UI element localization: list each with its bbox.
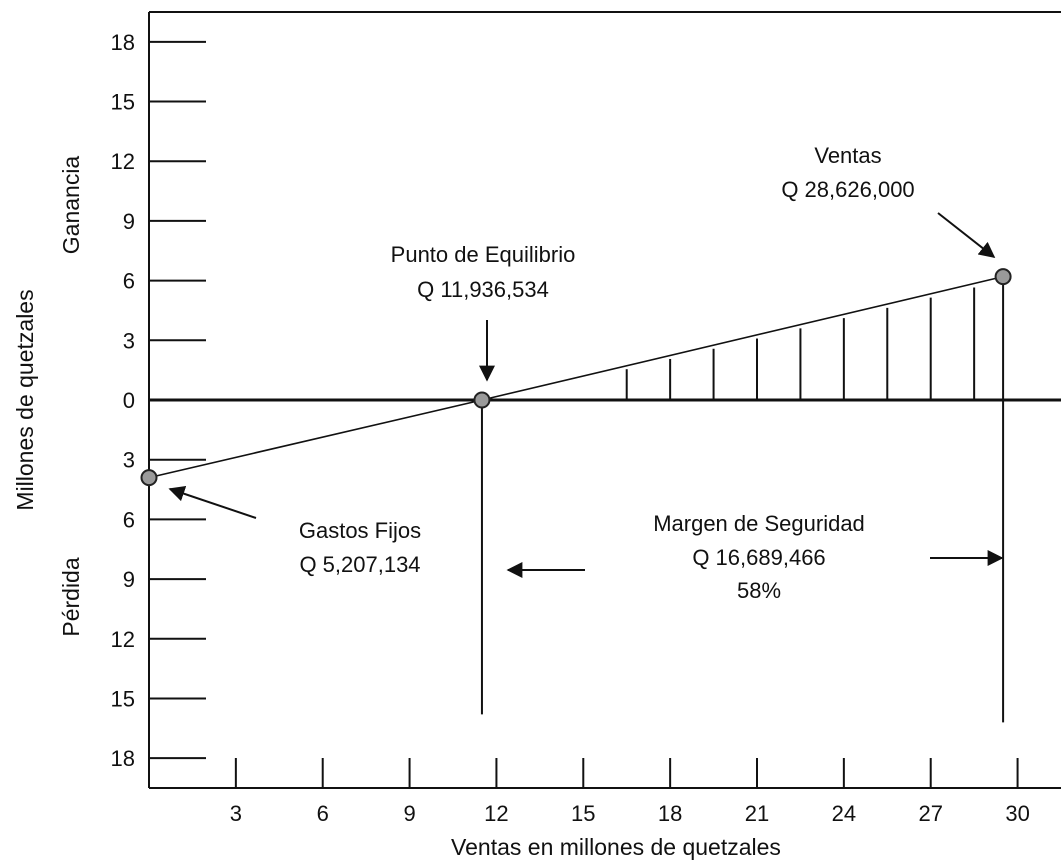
y-tick-label: 6	[123, 269, 135, 294]
arrow-ventas	[937, 212, 996, 258]
key-points	[140, 268, 1012, 487]
y-tick-label: 6	[123, 507, 135, 532]
annot-margen-seguridad-percent: 58%	[737, 578, 781, 603]
x-axis-title: Ventas en millones de quetzales	[451, 834, 781, 860]
x-tick-label: 18	[658, 801, 682, 826]
x-tick-label: 21	[745, 801, 769, 826]
y-tick-label: 3	[123, 328, 135, 353]
y-tick-label: 3	[123, 448, 135, 473]
revenue-line-path	[148, 275, 1004, 479]
y-tick-label: 12	[111, 149, 135, 174]
profit-hatch-lines	[625, 287, 976, 400]
y-tick-label: 9	[123, 567, 135, 592]
annot-gastos-fijos-value: Q 5,207,134	[299, 552, 420, 577]
y-tick-label: 18	[111, 746, 135, 771]
revenue-line	[148, 275, 1004, 479]
x-tick-label: 3	[230, 801, 242, 826]
annot-margen-seguridad-value: Q 16,689,466	[692, 545, 825, 570]
y-tick-label: 9	[123, 209, 135, 234]
annot-punto-equilibrio-value: Q 11,936,534	[417, 277, 549, 302]
plot-frame	[148, 11, 1061, 789]
y-tick-label: 15	[111, 686, 135, 711]
x-tick-label: 30	[1005, 801, 1029, 826]
x-tick-label: 9	[403, 801, 415, 826]
y-tick-label: 18	[111, 30, 135, 55]
y-tick-label: 12	[111, 627, 135, 652]
x-axis-ticks: 3 6 9 12 15 18 21 24 27 30	[230, 758, 1030, 826]
x-tick-label: 6	[317, 801, 329, 826]
y-axis-title: Millones de quetzales	[12, 289, 38, 510]
annot-margen-seguridad-title: Margen de Seguridad	[653, 511, 865, 536]
x-tick-label: 15	[571, 801, 595, 826]
y-axis-ticks: 18 15 12 9 6 3 0 3 6 9 12 15 18	[111, 30, 206, 771]
annot-ventas-value: Q 28,626,000	[781, 177, 914, 202]
arrow-gastos-fijos	[168, 486, 257, 519]
region-label-ganancia: Ganancia	[58, 156, 84, 255]
x-tick-label: 27	[918, 801, 942, 826]
annotation-arrows	[168, 212, 1004, 578]
annot-gastos-fijos-title: Gastos Fijos	[299, 518, 421, 543]
annot-ventas-title: Ventas	[814, 143, 881, 168]
x-tick-label: 12	[484, 801, 508, 826]
vertical-marker-lines	[480, 276, 1005, 723]
y-tick-label: 0	[123, 388, 135, 413]
x-tick-label: 24	[832, 801, 856, 826]
point-gastos-fijos	[140, 469, 158, 487]
point-ventas	[994, 268, 1012, 286]
point-punto-equilibrio	[473, 391, 491, 409]
region-label-perdida: Pérdida	[58, 557, 84, 636]
annot-punto-equilibrio-title: Punto de Equilibrio	[391, 242, 576, 267]
y-tick-label: 15	[111, 90, 135, 115]
